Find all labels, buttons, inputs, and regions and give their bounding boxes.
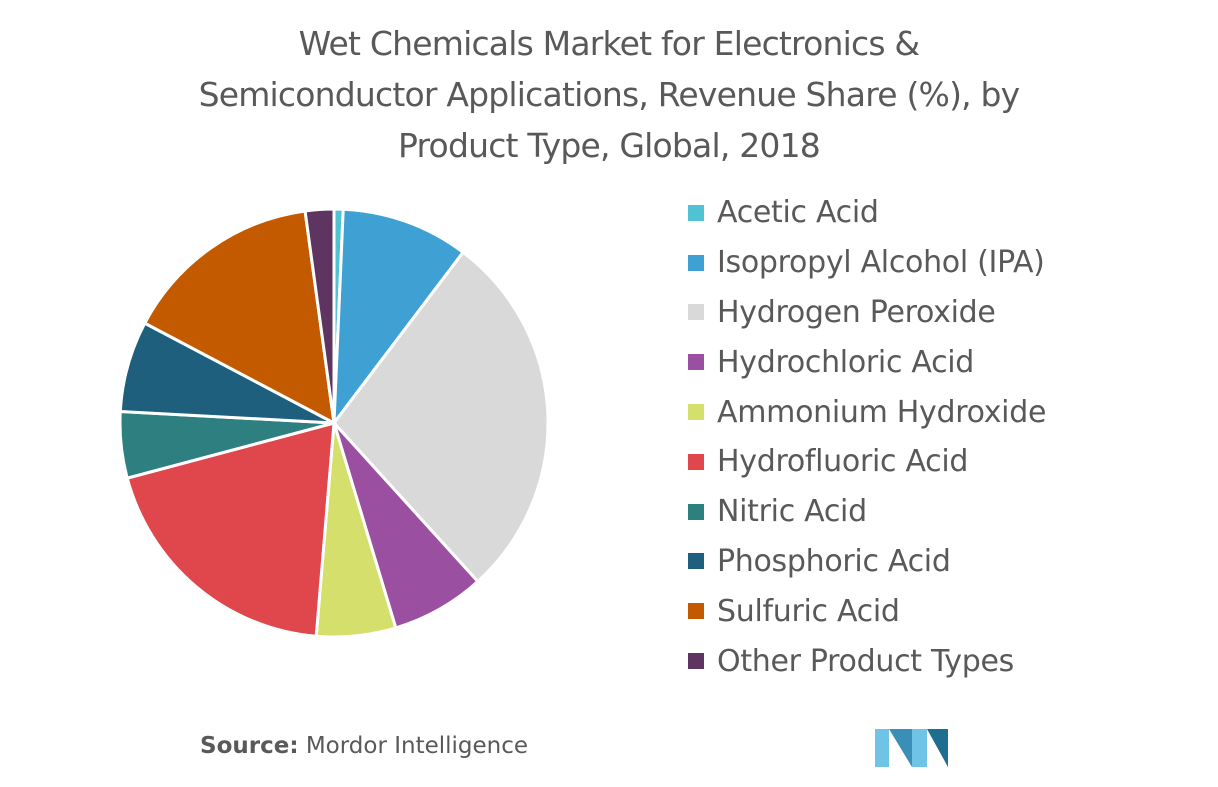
legend-swatch	[688, 354, 704, 371]
legend-swatch	[688, 254, 704, 271]
chart-title: Wet Chemicals Market for Electronics & S…	[198, 24, 1021, 165]
legend-item: Isopropyl Alcohol (IPA)	[688, 238, 1188, 288]
legend-item: Ammonium Hydroxide	[688, 387, 1188, 437]
legend-swatch	[688, 204, 704, 221]
legend-item: Sulfuric Acid	[688, 586, 1188, 636]
mordor-intelligence-logo-icon	[875, 729, 948, 767]
source-note: Source: Mordor Intelligence	[200, 733, 528, 759]
legend-label: Other Product Types	[717, 643, 1014, 679]
legend-label: Hydrochloric Acid	[717, 344, 975, 380]
legend-item: Other Product Types	[688, 636, 1188, 686]
legend-item: Phosphoric Acid	[688, 537, 1188, 587]
legend-swatch	[688, 553, 704, 570]
pie-slice-hydrogen-peroxide	[332, 250, 550, 583]
legend-item: Acetic Acid	[688, 188, 1188, 238]
chart-legend: Acetic Acid Isopropyl Alcohol (IPA) Hydrog…	[688, 188, 1188, 686]
legend-label: Nitric Acid	[717, 494, 867, 530]
source-value: Mordor Intelligence	[298, 733, 529, 759]
legend-label: Isopropyl Alcohol (IPA)	[717, 245, 1045, 281]
legend-item: Hydrogen Peroxide	[688, 288, 1188, 338]
legend-label: Phosphoric Acid	[717, 543, 951, 579]
pie-slices	[118, 207, 550, 639]
legend-swatch	[688, 404, 704, 421]
legend-item: Nitric Acid	[688, 487, 1188, 537]
legend-swatch	[688, 503, 704, 520]
pie-slice-sulfuric-acid	[143, 209, 336, 425]
legend-swatch	[688, 453, 704, 470]
source-label: Source:	[200, 733, 299, 759]
pie-slice-hydrofluoric-acid	[125, 421, 336, 638]
legend-swatch	[688, 653, 704, 670]
legend-label: Acetic Acid	[717, 195, 879, 231]
legend-label: Sulfuric Acid	[717, 593, 900, 629]
pie-slice-other-product-types	[303, 207, 336, 425]
legend-item: Hydrofluoric Acid	[688, 437, 1188, 487]
pie-slice-isopropyl-alcohol-ipa	[332, 207, 465, 425]
legend-item: Hydrochloric Acid	[688, 337, 1188, 387]
legend-label: Hydrogen Peroxide	[717, 294, 996, 330]
legend-swatch	[688, 603, 704, 620]
legend-swatch	[688, 304, 704, 321]
legend-label: Ammonium Hydroxide	[717, 394, 1047, 430]
legend-label: Hydrofluoric Acid	[717, 444, 969, 480]
